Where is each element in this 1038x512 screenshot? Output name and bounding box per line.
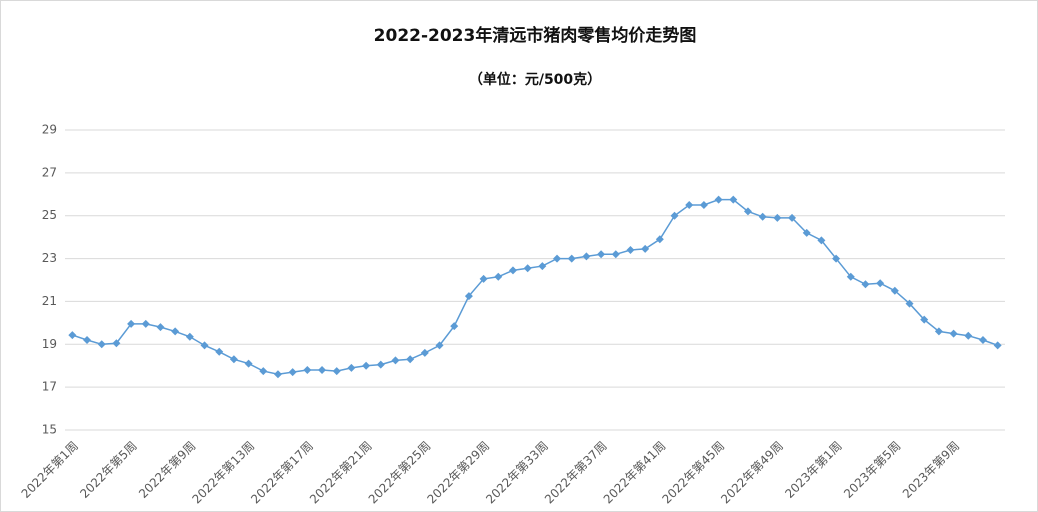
marker xyxy=(685,201,694,209)
marker xyxy=(890,286,899,295)
marker xyxy=(185,332,194,341)
marker xyxy=(391,356,400,365)
y-tick-label: 25 xyxy=(42,208,57,222)
marker xyxy=(288,368,297,377)
marker xyxy=(978,336,987,344)
marker xyxy=(318,366,327,374)
marker xyxy=(626,246,635,254)
marker xyxy=(670,211,679,220)
marker xyxy=(215,347,224,356)
marker xyxy=(97,340,106,349)
marker xyxy=(127,319,136,328)
marker xyxy=(861,280,870,289)
marker xyxy=(229,355,238,364)
marker xyxy=(729,195,738,204)
marker xyxy=(920,315,929,324)
marker xyxy=(817,236,826,245)
marker xyxy=(832,254,841,263)
marker xyxy=(655,235,664,244)
chart-title: 2022-2023年清远市猪肉零售均价走势图 xyxy=(374,25,697,46)
marker xyxy=(553,254,562,263)
marker xyxy=(582,252,591,261)
marker xyxy=(494,272,503,281)
marker xyxy=(758,212,767,221)
marker xyxy=(332,367,341,376)
marker xyxy=(846,272,855,281)
y-tick-label: 27 xyxy=(42,165,57,179)
marker xyxy=(714,195,723,204)
marker xyxy=(523,264,532,273)
y-tick-label: 21 xyxy=(42,294,57,308)
marker xyxy=(420,348,429,357)
marker xyxy=(376,360,385,369)
marker xyxy=(993,341,1002,350)
marker xyxy=(435,341,444,350)
marker xyxy=(611,250,620,259)
marker xyxy=(347,363,356,372)
marker xyxy=(244,359,253,368)
marker xyxy=(362,361,371,370)
marker xyxy=(273,370,282,379)
marker xyxy=(773,213,782,222)
marker xyxy=(641,244,650,253)
marker xyxy=(450,322,459,331)
marker xyxy=(508,266,517,275)
marker xyxy=(156,323,165,332)
marker xyxy=(303,366,312,374)
marker xyxy=(905,299,914,308)
marker xyxy=(964,331,973,340)
marker xyxy=(743,207,752,216)
marker xyxy=(949,329,958,338)
marker xyxy=(699,201,708,209)
y-tick-label: 17 xyxy=(42,380,57,394)
marker xyxy=(112,339,121,348)
chart-subtitle: （单位：元/500克） xyxy=(469,71,601,88)
marker xyxy=(538,262,547,271)
marker xyxy=(597,250,606,259)
y-tick-label: 23 xyxy=(42,251,57,265)
marker xyxy=(68,331,77,340)
y-tick-label: 19 xyxy=(42,337,57,351)
marker xyxy=(141,319,150,328)
marker xyxy=(788,213,797,222)
marker xyxy=(934,327,943,336)
marker xyxy=(567,254,576,263)
marker xyxy=(876,279,885,288)
marker xyxy=(83,336,92,344)
marker xyxy=(479,274,488,283)
y-tick-label: 29 xyxy=(42,123,57,137)
marker xyxy=(200,341,209,350)
y-tick-label: 15 xyxy=(42,423,57,437)
marker xyxy=(171,327,180,336)
marker xyxy=(464,292,473,301)
marker xyxy=(406,355,415,364)
line xyxy=(72,198,998,376)
marker xyxy=(259,367,268,376)
marker xyxy=(802,228,811,237)
